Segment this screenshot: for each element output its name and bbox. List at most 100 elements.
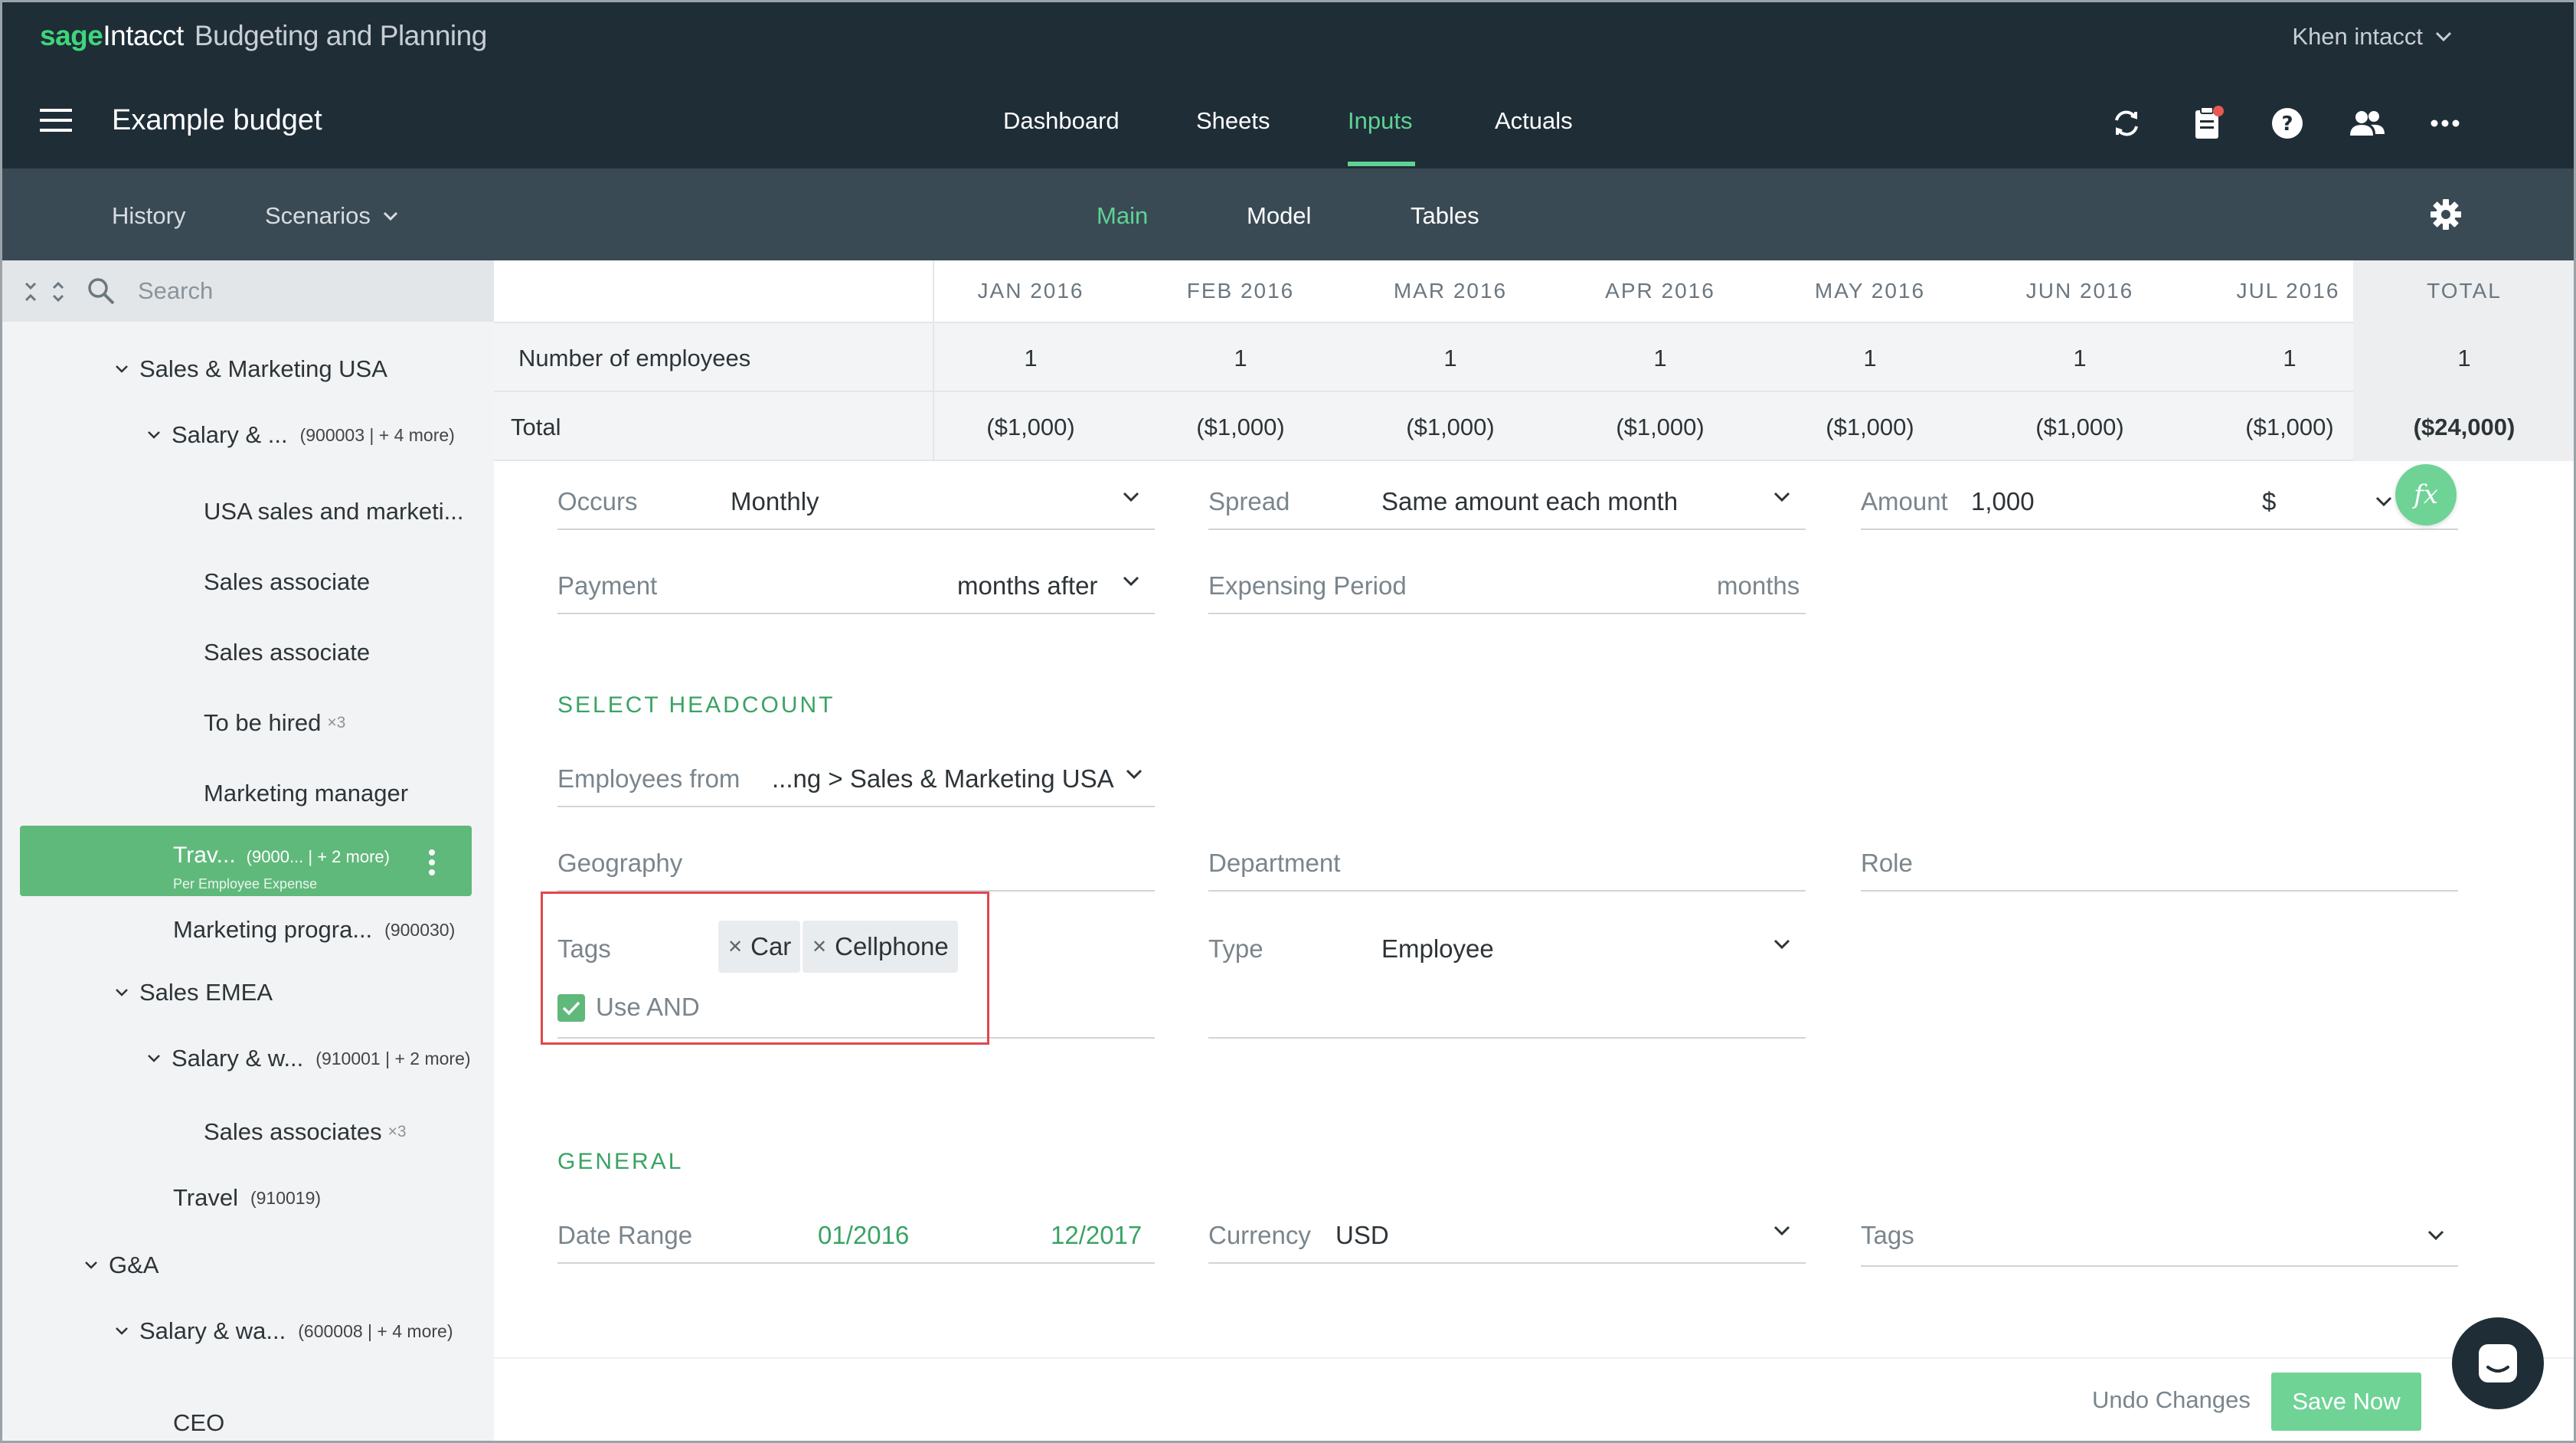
tree-item[interactable]: Salary & wa... (600008 | + 4 more) (115, 1317, 453, 1345)
occurs-select[interactable]: Monthly (731, 487, 819, 515)
grid-cell[interactable]: ($1,000) (2245, 414, 2334, 440)
menu-icon[interactable] (40, 109, 72, 132)
role-label[interactable]: Role (1861, 849, 1913, 877)
chevron-down-icon[interactable] (1773, 492, 1790, 502)
tree-item[interactable]: Sales EMEA (115, 979, 273, 1006)
grid-cell[interactable]: 1 (2283, 345, 2296, 371)
field-underline (1208, 890, 1806, 892)
brand-logo[interactable]: sageIntacct Budgeting and Planning (40, 20, 487, 52)
subtab-model[interactable]: Model (1247, 202, 1312, 229)
tree-item-label: Sales associates (204, 1118, 382, 1145)
scenarios-dropdown[interactable]: Scenarios (265, 202, 398, 230)
tree-item[interactable]: To be hired ×3 (204, 709, 345, 737)
department-label[interactable]: Department (1208, 849, 1341, 877)
budget-title[interactable]: Example budget (112, 104, 322, 136)
grid-cell[interactable]: 1 (1234, 345, 1247, 371)
grid-cell[interactable]: 1 (2073, 345, 2087, 371)
currency-select[interactable]: USD (1335, 1221, 1389, 1249)
chevron-down-icon[interactable] (1126, 769, 1143, 780)
chevron-down-icon[interactable] (1773, 939, 1790, 950)
more-icon[interactable] (2426, 104, 2464, 142)
tree-item[interactable]: Sales & Marketing USA (115, 355, 387, 383)
table-row[interactable] (494, 392, 2576, 461)
tree-item-selected[interactable]: Trav... (9000... | + 2 more) Per Employee… (20, 826, 472, 896)
remove-tag-icon[interactable]: ✕ (812, 936, 828, 957)
grid-cell[interactable]: ($1,000) (2035, 414, 2124, 440)
payment-select[interactable]: months after (957, 571, 1098, 600)
tree-item[interactable]: CEO (173, 1409, 224, 1437)
chevron-down-icon[interactable] (1123, 576, 1139, 587)
chat-launcher[interactable] (2452, 1317, 2544, 1409)
tree-item-label: Travel (173, 1184, 238, 1211)
general-tags-label[interactable]: Tags (1861, 1221, 1914, 1249)
grid-cell[interactable]: ($1,000) (1196, 414, 1285, 440)
field-underline (1861, 1265, 2458, 1267)
chevron-down-icon (85, 1261, 97, 1269)
expand-collapse-icon[interactable] (23, 279, 66, 305)
tree-item-code: (910001 | + 2 more) (315, 1048, 471, 1068)
active-tab-indicator (1348, 162, 1415, 166)
tree-item[interactable]: Marketing progra... (900030) (173, 916, 455, 944)
tree-item-label: Salary & ... (172, 421, 288, 448)
grid-cell[interactable]: ($1,000) (1406, 414, 1495, 440)
tree-item[interactable]: Salary & w... (910001 | + 2 more) (147, 1045, 471, 1072)
tab-sheets[interactable]: Sheets (1196, 107, 1270, 134)
tree-item[interactable]: Sales associate (204, 639, 370, 666)
tree-item[interactable]: Salary & ... (900003 | + 4 more) (147, 421, 455, 449)
tree-item-label: Sales associate (204, 568, 371, 595)
search-input[interactable] (138, 271, 475, 311)
chevron-down-icon[interactable] (2375, 496, 2392, 507)
grid-cell[interactable]: 1 (1863, 345, 1877, 371)
tree-item[interactable]: USA sales and marketi... (204, 498, 463, 525)
formula-button[interactable]: fx (2395, 464, 2457, 525)
tab-actuals[interactable]: Actuals (1495, 107, 1573, 134)
tree-item[interactable]: G&A (84, 1252, 159, 1279)
grid-cell[interactable]: ($1,000) (986, 414, 1075, 440)
tab-dashboard[interactable]: Dashboard (1003, 107, 1120, 134)
type-select[interactable]: Employee (1381, 934, 1494, 963)
subtab-tables[interactable]: Tables (1411, 202, 1479, 229)
chevron-down-icon[interactable] (2427, 1230, 2444, 1241)
currency-symbol[interactable]: $ (2262, 487, 2277, 515)
date-range-start[interactable]: 01/2016 (818, 1221, 910, 1249)
grid-cell[interactable]: 1 (1653, 345, 1667, 371)
use-and-checkbox[interactable] (557, 994, 585, 1022)
clipboard-icon[interactable] (2189, 104, 2227, 142)
help-icon[interactable]: ? (2268, 104, 2306, 142)
save-now-button[interactable]: Save Now (2271, 1373, 2421, 1431)
grid-cell[interactable]: 1 (1443, 345, 1457, 371)
tree-item[interactable]: Marketing manager (204, 780, 408, 807)
expensing-period-unit[interactable]: months (1717, 571, 1800, 600)
amount-input[interactable]: 1,000 (1971, 487, 2035, 515)
grid-cell[interactable]: ($1,000) (1616, 414, 1705, 440)
grid-total-cell: 1 (2457, 345, 2471, 371)
tag-chip[interactable]: ✕ Car (718, 921, 801, 973)
users-icon[interactable] (2348, 104, 2386, 142)
spread-select[interactable]: Same amount each month (1381, 487, 1679, 515)
date-range-end[interactable]: 12/2017 (1051, 1221, 1143, 1249)
remove-tag-icon[interactable]: ✕ (727, 936, 744, 957)
sync-icon[interactable] (2107, 104, 2146, 142)
grid-cell[interactable]: 1 (1024, 345, 1038, 371)
undo-changes-button[interactable]: Undo Changes (2092, 1386, 2251, 1413)
sidebar: Sales & Marketing USA Salary & ... (9000… (0, 260, 494, 1443)
tree-item[interactable]: Sales associate (204, 568, 370, 596)
tree-item[interactable]: Sales associates ×3 (204, 1118, 407, 1146)
footer-divider (494, 1357, 2576, 1359)
use-and-label[interactable]: Use AND (596, 993, 700, 1021)
tree-item-multiplier: ×3 (327, 714, 346, 731)
gear-icon[interactable] (2429, 198, 2463, 231)
history-link[interactable]: History (112, 202, 186, 229)
tree-item[interactable]: Travel (910019) (173, 1184, 321, 1212)
employees-from-select[interactable]: ...ng > Sales & Marketing USA (772, 764, 1114, 793)
subtab-main[interactable]: Main (1097, 202, 1149, 229)
user-menu[interactable]: Khen intacct (2292, 23, 2452, 51)
chevron-down-icon[interactable] (1773, 1225, 1790, 1236)
tab-inputs[interactable]: Inputs (1348, 107, 1413, 134)
table-row[interactable] (494, 323, 2576, 392)
tag-chip[interactable]: ✕ Cellphone (803, 921, 958, 973)
kebab-menu-icon[interactable] (427, 849, 436, 876)
grid-cell[interactable]: ($1,000) (1826, 414, 1914, 440)
chevron-down-icon[interactable] (1123, 492, 1139, 502)
geography-label[interactable]: Geography (557, 849, 683, 877)
